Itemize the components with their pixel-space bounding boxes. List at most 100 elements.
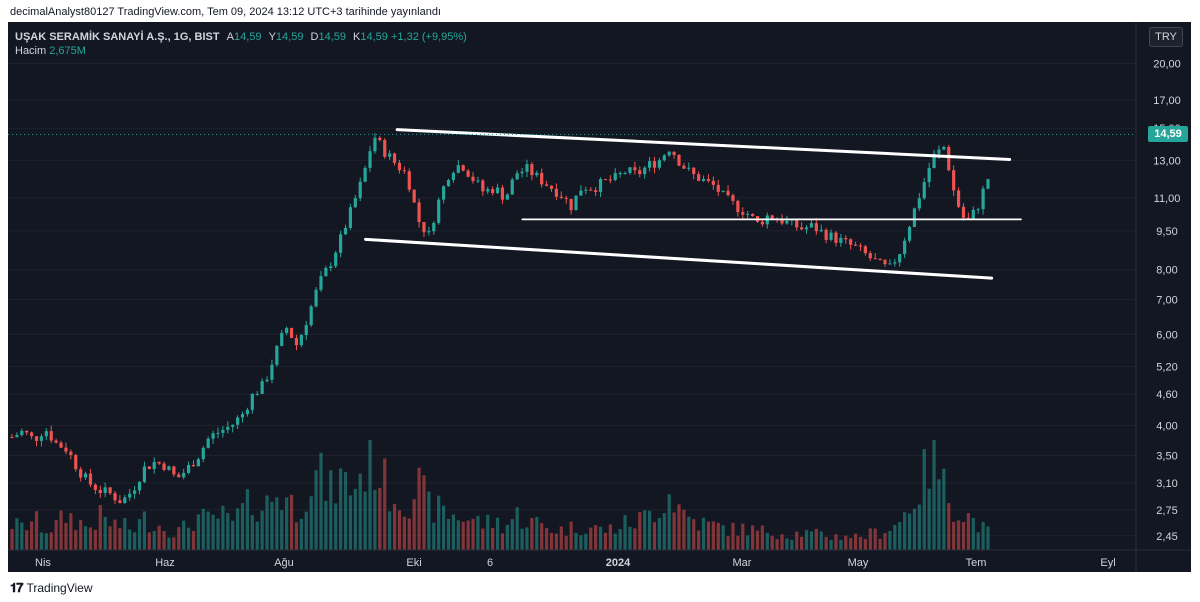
candle-body: [216, 432, 220, 434]
high-value: 14,59: [275, 31, 304, 43]
candle-body: [314, 289, 318, 307]
candle-body: [491, 189, 495, 194]
volume-bar: [128, 529, 132, 550]
volume-bar: [765, 532, 769, 550]
candle-body: [760, 221, 764, 225]
footer: 𝟏𝟕 TradingView: [10, 580, 93, 596]
volume-bar: [329, 470, 333, 550]
candle-body: [319, 276, 323, 290]
volume-bar: [814, 528, 818, 550]
volume-bar: [530, 518, 534, 550]
candle-body: [128, 493, 132, 498]
volume-bar: [731, 522, 735, 550]
volume-bar: [500, 533, 505, 550]
candlestick-chart[interactable]: 20,0017,0015,0013,0011,009,508,007,006,0…: [8, 22, 1191, 572]
y-tick-label: 17,00: [1153, 95, 1181, 107]
candle-body: [888, 263, 892, 265]
y-tick-label: 20,00: [1153, 58, 1181, 70]
volume-bar: [358, 473, 362, 550]
volume-bar: [770, 535, 774, 550]
volume-bar: [647, 510, 652, 550]
high-label: Y: [268, 31, 276, 43]
candle-body: [937, 149, 941, 154]
volume-bar: [383, 458, 387, 550]
volume-bar: [893, 524, 897, 550]
volume-bar: [59, 510, 63, 550]
volume-bar: [829, 539, 833, 550]
volume-bar: [39, 532, 44, 550]
candle-body: [358, 181, 362, 199]
candle-body: [829, 232, 833, 240]
volume-bar: [388, 511, 392, 550]
chart-panel[interactable]: 20,0017,0015,0013,0011,009,508,007,006,0…: [8, 22, 1191, 572]
volume-bar: [88, 527, 93, 550]
volume-bar: [270, 501, 274, 550]
candle-body: [961, 206, 966, 218]
symbol-title[interactable]: UŞAK SERAMİK SANAYİ A.Ş., 1G, BIST: [15, 31, 220, 43]
candle-body: [20, 430, 24, 436]
volume-bar: [554, 533, 559, 550]
volume-bar: [961, 522, 966, 550]
volume-bar: [608, 524, 612, 550]
candle-body: [363, 167, 367, 182]
candle-body: [584, 189, 588, 191]
candle-body: [917, 198, 921, 209]
volume-bar: [633, 528, 637, 550]
volume-bar: [456, 520, 460, 550]
candle-body: [750, 213, 755, 217]
candle-body: [530, 164, 534, 176]
volume-bar: [34, 511, 39, 550]
candle-body: [672, 151, 676, 155]
close-label: K: [353, 31, 361, 43]
volume-bar: [628, 526, 632, 550]
candle-body: [853, 244, 858, 246]
volume-bar: [750, 525, 755, 550]
volume-bar: [427, 491, 431, 550]
candle-body: [613, 173, 617, 180]
currency-button[interactable]: TRY: [1149, 27, 1183, 47]
candle-body: [932, 153, 936, 169]
candle-body: [525, 164, 529, 172]
candle-body: [682, 165, 686, 169]
candle-body: [883, 259, 887, 265]
volume-bar: [265, 495, 269, 550]
volume-bar: [898, 521, 902, 550]
volume-bar: [716, 522, 720, 550]
volume-bar: [437, 495, 441, 550]
candle-body: [441, 186, 446, 200]
candle-body: [780, 219, 784, 224]
candle-body: [329, 266, 333, 268]
footer-brand[interactable]: TradingView: [26, 581, 93, 595]
volume-bar: [314, 470, 318, 550]
volume-bar: [196, 514, 200, 550]
candle-body: [878, 259, 882, 261]
x-tick-label: Tem: [966, 557, 987, 569]
volume-bar: [299, 518, 303, 550]
candle-body: [412, 189, 416, 203]
candle-body: [863, 246, 867, 254]
volume-bar: [721, 525, 725, 550]
volume-bar: [123, 518, 127, 550]
tradingview-logo-icon[interactable]: 𝟏𝟕: [10, 580, 24, 595]
x-tick-label: 2024: [606, 557, 631, 569]
volume-bar: [133, 532, 137, 550]
y-tick-label: 9,50: [1156, 226, 1177, 238]
volume-bar: [221, 505, 225, 550]
candle-body: [49, 431, 53, 441]
candle-body: [25, 430, 29, 433]
y-tick-label: 6,00: [1156, 329, 1177, 341]
low-value: 14,59: [318, 31, 346, 43]
volume-bar: [348, 495, 353, 550]
volume-bar: [231, 520, 235, 550]
candle-body: [299, 335, 303, 346]
volume-bar: [422, 475, 426, 550]
candle-body: [231, 424, 235, 427]
volume-bar: [760, 525, 764, 550]
candle-body: [912, 208, 917, 227]
volume-value: 2,675M: [49, 45, 86, 57]
volume-bar: [873, 528, 877, 550]
candle-body: [167, 466, 171, 470]
volume-bar: [54, 520, 58, 550]
candle-body: [392, 153, 397, 163]
volume-bar: [868, 528, 872, 550]
